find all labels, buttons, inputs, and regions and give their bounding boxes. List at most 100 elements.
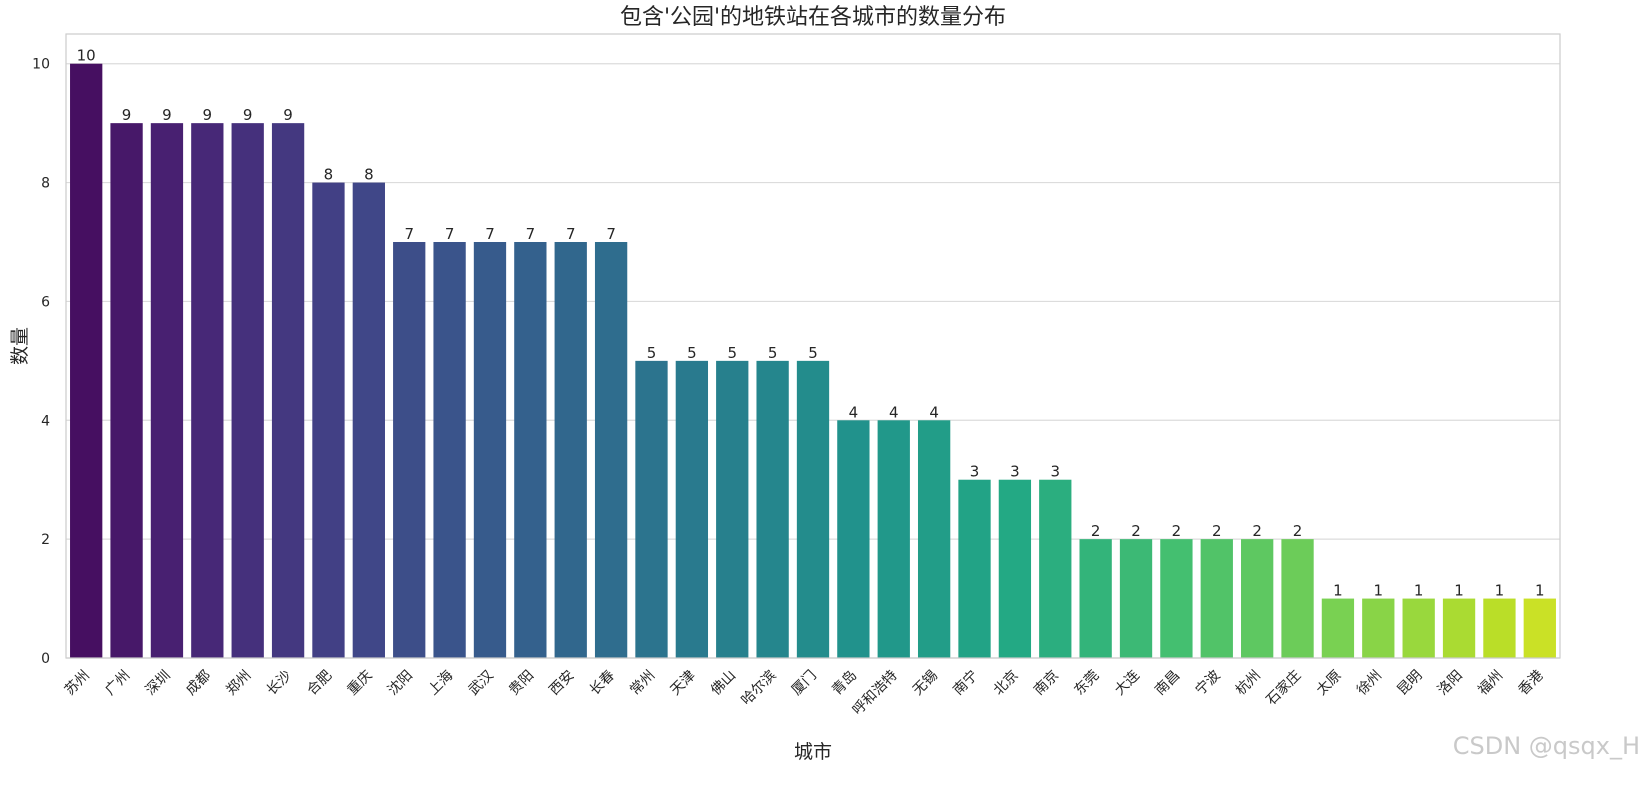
bar-value-label: 9: [203, 106, 213, 124]
bar: [837, 420, 870, 658]
x-tick-label: 武汉: [466, 668, 497, 699]
bar-value-label: 7: [485, 225, 495, 243]
x-tick-label: 合肥: [304, 668, 335, 699]
bar: [1160, 539, 1193, 658]
bar: [191, 123, 224, 658]
bar-value-label: 4: [849, 403, 859, 421]
x-tick-label: 太原: [1314, 668, 1345, 699]
bar: [1079, 539, 1112, 658]
bar: [393, 242, 426, 658]
x-tick-label: 徐州: [1354, 668, 1385, 699]
y-axis-ticks: 0 2 4 6 8 10: [32, 57, 50, 667]
bar: [110, 123, 143, 658]
y-tick-label: 6: [41, 294, 50, 310]
x-tick-label: 成都: [183, 668, 214, 699]
x-tick-label: 大连: [1112, 668, 1143, 699]
bar: [1442, 598, 1476, 658]
x-tick-label: 贵阳: [506, 668, 537, 699]
x-tick-label: 昆明: [1394, 668, 1425, 699]
bar: [554, 242, 587, 658]
bar: [958, 479, 991, 658]
y-tick-label: 10: [32, 57, 50, 73]
bar-value-label: 3: [1050, 463, 1060, 481]
x-tick-label: 哈尔滨: [738, 668, 779, 709]
bar-value-label: 2: [1172, 522, 1182, 540]
bar: [514, 242, 547, 658]
bar-value-label: 3: [1010, 463, 1020, 481]
bar: [796, 360, 830, 658]
bar: [473, 242, 507, 658]
bar-value-label: 7: [526, 225, 536, 243]
bar: [70, 63, 103, 658]
bar-value-label: 2: [1293, 522, 1303, 540]
bar-value-label: 1: [1414, 582, 1424, 600]
bar-value-label: 2: [1252, 522, 1262, 540]
bar: [1241, 539, 1274, 658]
watermark: CSDN @qsqx_H: [1452, 732, 1640, 760]
x-tick-label: 青岛: [829, 668, 860, 699]
bar-value-label: 5: [647, 344, 657, 362]
bar-value-label: 8: [364, 166, 374, 184]
x-tick-label: 广州: [102, 668, 133, 699]
bar: [271, 123, 305, 658]
x-tick-label: 福州: [1475, 668, 1506, 699]
bar: [150, 123, 184, 658]
x-tick-label: 宁波: [1192, 667, 1224, 699]
x-tick-label: 南昌: [1152, 668, 1183, 699]
y-tick-label: 0: [41, 651, 50, 667]
bar: [231, 123, 264, 658]
bar-value-label: 9: [243, 106, 253, 124]
x-tick-label: 上海: [425, 668, 456, 699]
x-tick-label: 重庆: [345, 668, 376, 699]
x-axis-label: 城市: [794, 741, 832, 763]
bar-value-label: 3: [970, 463, 980, 481]
bar: [433, 242, 466, 658]
bar: [1281, 539, 1314, 658]
bar-value-label: 1: [1374, 582, 1384, 600]
x-tick-label: 佛山: [708, 668, 739, 699]
x-tick-label: 苏州: [62, 668, 93, 699]
bar-value-label: 8: [324, 166, 334, 184]
bar: [1119, 539, 1153, 658]
bar-value-label: 9: [162, 106, 172, 124]
bar-value-label: 4: [889, 403, 899, 421]
x-tick-label: 西安: [546, 668, 577, 699]
x-tick-label: 深圳: [143, 668, 174, 699]
bar: [1523, 598, 1556, 658]
bar: [1362, 598, 1395, 658]
bar: [1321, 598, 1355, 658]
bar-value-label: 1: [1535, 582, 1545, 600]
bar: [716, 360, 749, 658]
bar-value-labels: 10 9 9 9 9 9 8 8 7 7 7 7 7 7 5 5 5 5 5 4 4 4 3 3 3 2 2 2 2 2 2 1 1 1 1 1 1: [77, 47, 1545, 600]
bar: [635, 360, 668, 658]
bar: [312, 182, 345, 659]
x-tick-label: 呼和浩特: [850, 668, 901, 719]
bar-value-label: 9: [283, 106, 293, 124]
y-tick-label: 4: [41, 413, 50, 429]
x-tick-label: 石家庄: [1263, 667, 1305, 709]
x-tick-label: 南宁: [950, 667, 982, 699]
bar-value-label: 5: [768, 344, 778, 362]
bar: [1402, 598, 1435, 658]
x-tick-label: 杭州: [1233, 668, 1264, 699]
bar-value-label: 7: [445, 225, 455, 243]
bar: [998, 479, 1032, 658]
bar-value-label: 2: [1091, 522, 1101, 540]
x-tick-label: 厦门: [789, 668, 820, 699]
y-tick-label: 8: [41, 176, 50, 192]
bar-value-label: 2: [1131, 522, 1141, 540]
bar: [1200, 539, 1233, 658]
x-tick-label: 沈阳: [385, 668, 416, 699]
x-tick-label: 南京: [1031, 668, 1062, 699]
x-tick-label: 无锡: [910, 668, 941, 699]
x-tick-label: 常州: [627, 668, 658, 699]
x-tick-label: 长春: [587, 668, 618, 699]
bar-value-label: 2: [1212, 522, 1222, 540]
bar-value-label: 5: [727, 344, 737, 362]
x-tick-label: 香港: [1516, 668, 1547, 699]
bar: [594, 242, 628, 658]
bar-value-label: 10: [77, 47, 96, 65]
bar-value-label: 7: [606, 225, 616, 243]
x-tick-label: 长沙: [264, 668, 295, 699]
